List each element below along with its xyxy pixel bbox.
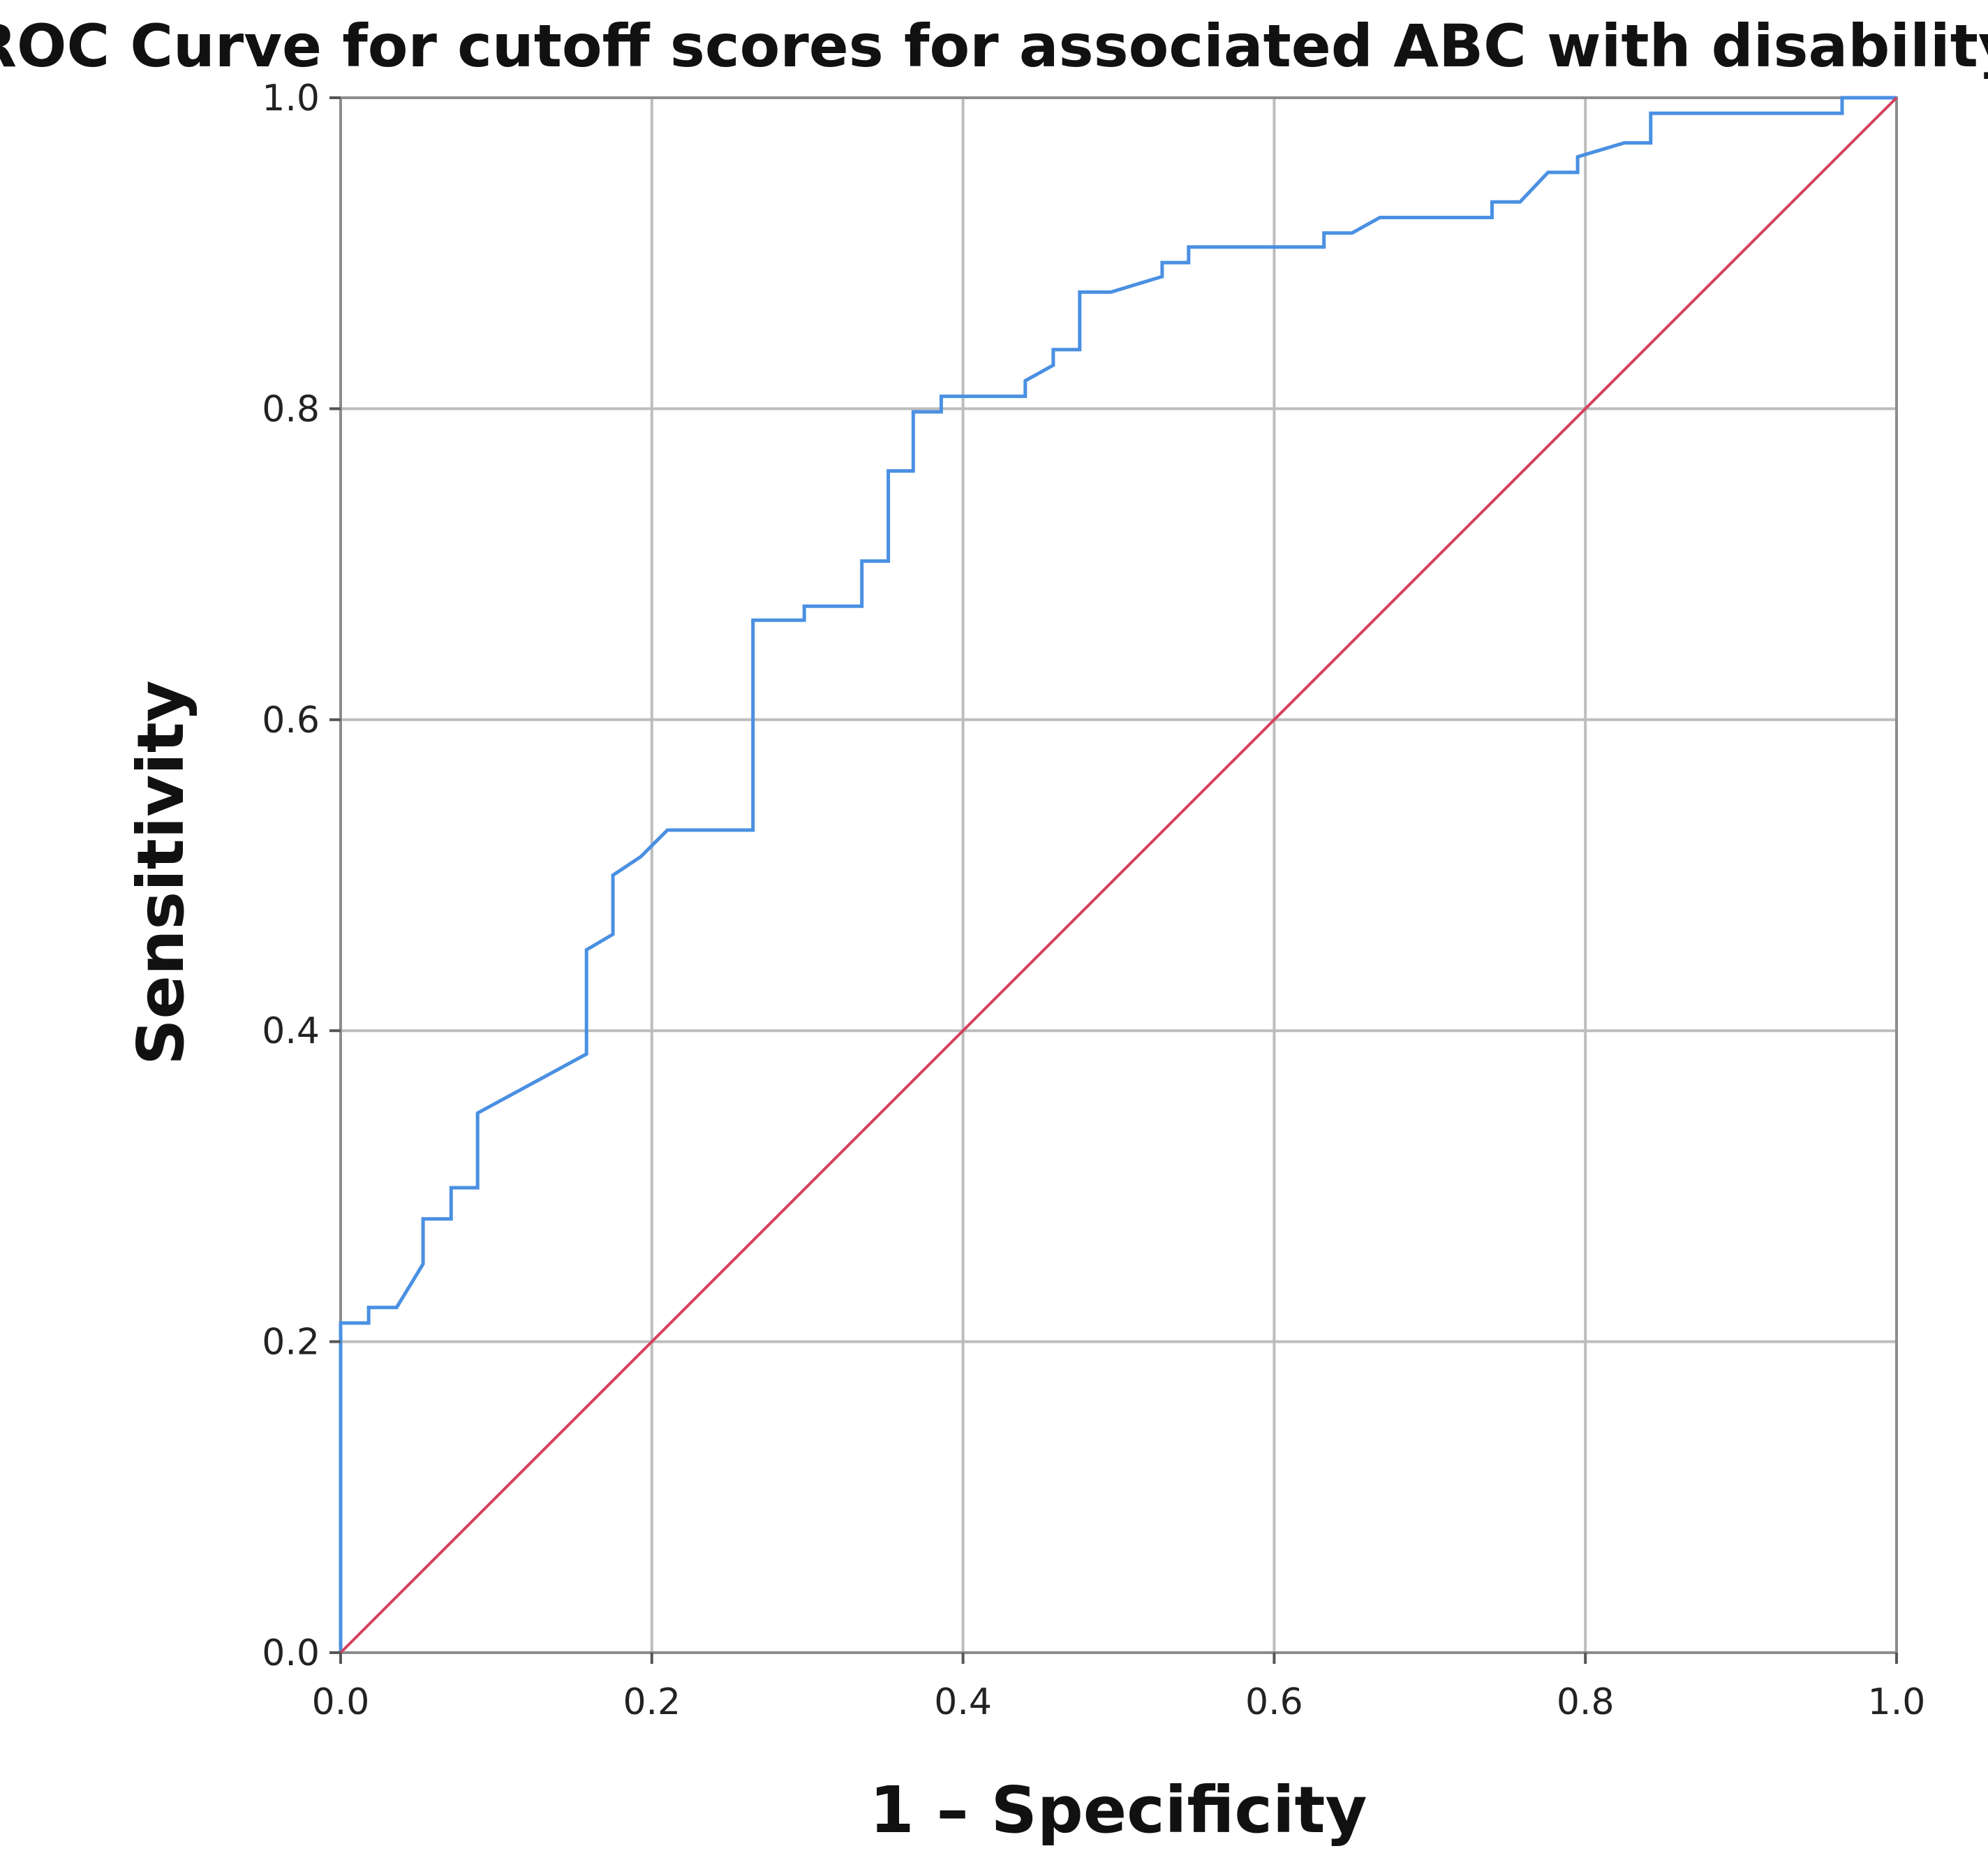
- y-tick-label-0: 0.0: [262, 1632, 320, 1674]
- y-tick-label-4: 0.8: [262, 388, 320, 430]
- y-tick-label-5: 1.0: [262, 78, 320, 119]
- chart-title: ROC Curve for cutoff scores for associat…: [0, 12, 1988, 80]
- y-tick-label-3: 0.6: [262, 700, 320, 741]
- x-tick-label-2: 0.4: [934, 1681, 992, 1723]
- reference-line: [339, 96, 1898, 1654]
- plot-border: [339, 96, 1898, 1654]
- x-tick-label-4: 0.8: [1557, 1681, 1615, 1723]
- x-tick-label-0: 0.0: [312, 1681, 370, 1723]
- x-tick-label-5: 1.0: [1868, 1681, 1926, 1723]
- y-tick-label-1: 0.2: [262, 1322, 320, 1364]
- tick-labels: 0.0 0.2 0.4 0.6 0.8 1.0 0.0 0.2 0.4 0.6 0.8 1.0: [262, 78, 1925, 1723]
- roc-curve-line: [339, 96, 1897, 1653]
- x-axis-label: 1 – Specificity: [870, 1773, 1367, 1847]
- plot-frame: [339, 96, 1898, 1654]
- y-tick-label-2: 0.4: [262, 1010, 320, 1052]
- series-lines: [339, 96, 1898, 1654]
- x-tick-label-3: 0.6: [1245, 1681, 1303, 1723]
- x-tick-label-1: 0.2: [623, 1681, 681, 1723]
- y-axis-label: Sensitivity: [124, 680, 198, 1065]
